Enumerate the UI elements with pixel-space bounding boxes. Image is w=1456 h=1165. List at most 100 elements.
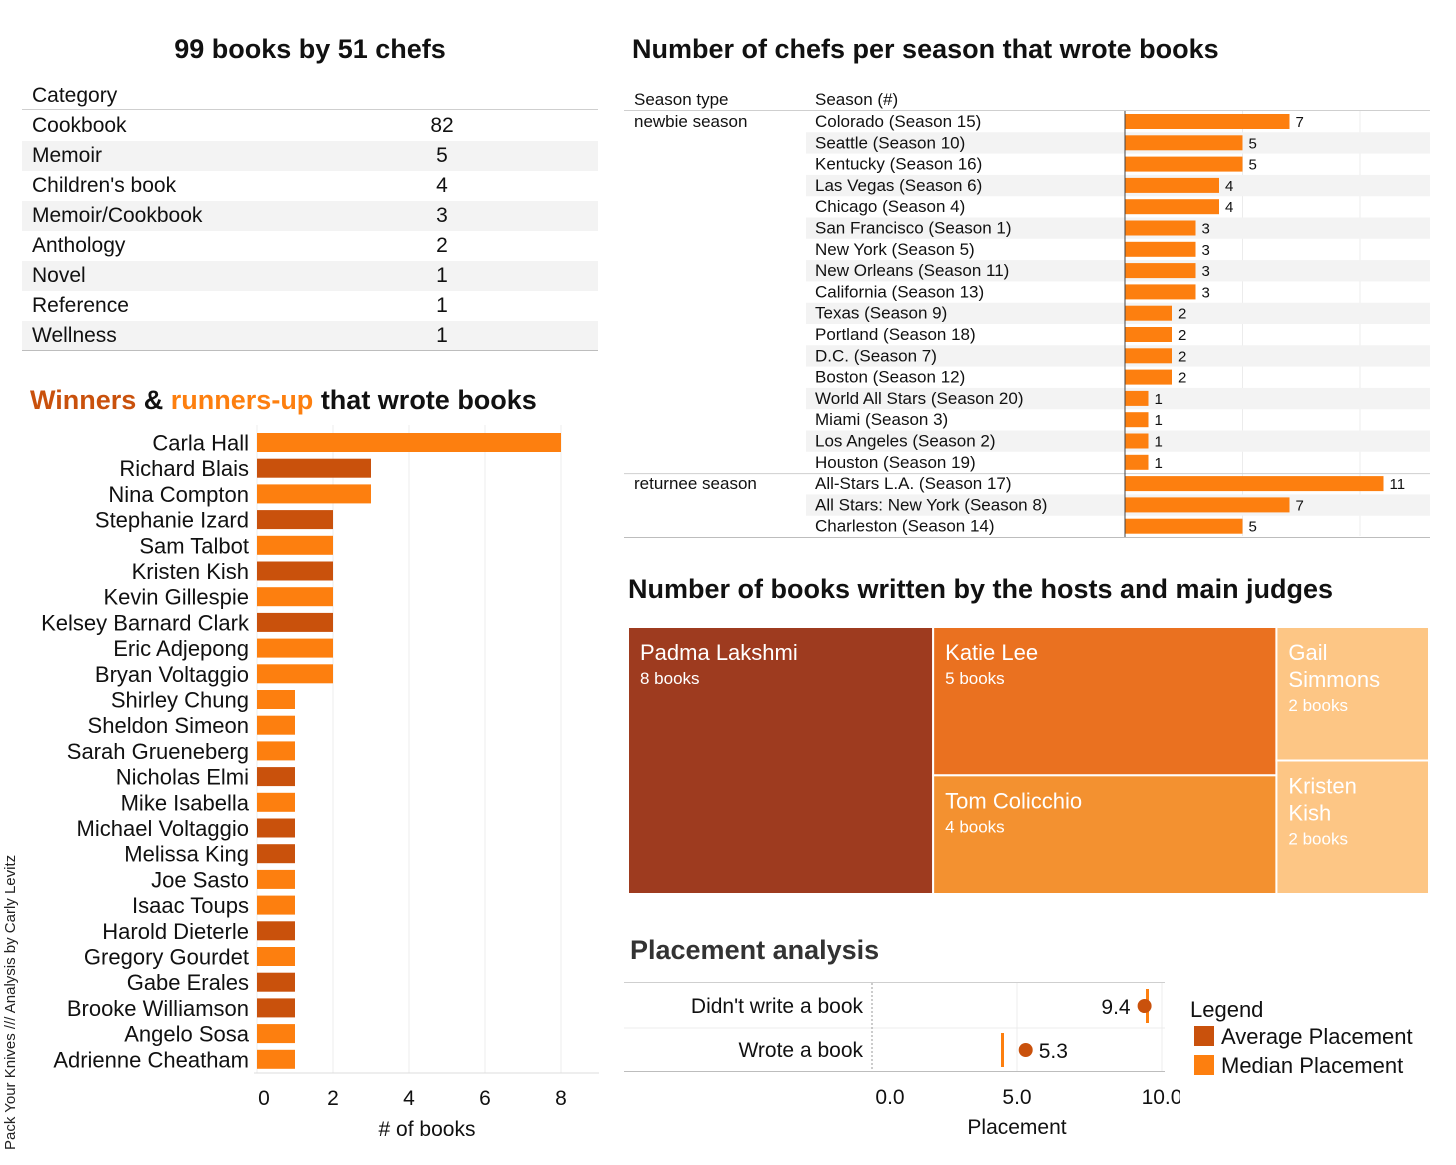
chef-name-label: Kevin Gillespie [103,585,249,610]
category-row: Reference 1 [22,291,598,321]
season-label: D.C. (Season 7) [815,346,937,365]
season-value-label: 2 [1178,327,1186,344]
row-stripe [806,430,1430,452]
average-value-label: 5.3 [1039,1040,1068,1063]
season-bar [1125,412,1149,428]
chef-name-label: Angelo Sosa [124,1022,250,1047]
bar-runner-up [257,664,333,684]
season-value-label: 2 [1178,348,1186,365]
placement-row-label: Wrote a book [738,1039,863,1062]
bar-winner [257,612,333,632]
season-bar [1125,433,1149,449]
chef-name-label: Shirley Chung [111,688,249,713]
average-dot [1018,1043,1033,1057]
chef-name-label: Kelsey Barnard Clark [41,610,250,635]
category-count: 5 [436,144,448,167]
season-bar [1125,390,1149,406]
season-bar [1125,518,1243,534]
legend-swatch [1194,1055,1214,1075]
average-dot [1137,999,1152,1013]
x-axis-title: # of books [379,1118,476,1141]
bar-runner-up [257,741,295,761]
chef-name-label: Joe Sasto [151,867,249,892]
chef-name-label: Mike Isabella [121,790,250,815]
x-tick-label: 2 [327,1087,339,1110]
season-header: Season (#) [815,90,898,109]
treemap-title: Number of books written by the hosts and… [628,574,1334,604]
chef-name-label: Gregory Gourdet [84,945,249,970]
seasons-bar-chart: Season type Season (#) newbie season Colora… [624,90,1430,538]
category-count: 3 [436,204,448,227]
row-stripe [806,302,1430,324]
treemap-name-label: Padma Lakshmi [640,640,798,665]
chef-name-label: Melissa King [124,842,249,867]
category-row: Cookbook 82 [22,111,598,141]
bar-runner-up [257,1049,295,1069]
chef-name-label: Stephanie Izard [95,508,249,533]
season-value-label: 1 [1155,455,1163,472]
category-label: Novel [32,264,86,287]
category-row: Anthology 2 [22,231,598,261]
season-value-label: 4 [1225,178,1233,195]
treemap-name-label: Gail [1288,640,1327,665]
treemap-name-label: Kristen [1288,774,1356,799]
season-type-label: newbie season [634,112,747,131]
treemap-name-label: Kish [1288,801,1331,826]
row-stripe [806,132,1430,154]
bar-winner [257,510,333,530]
chef-name-label: Nina Compton [108,482,249,507]
bar-runner-up [257,792,295,812]
category-label: Children's book [32,174,177,197]
category-label: Memoir [32,144,103,167]
bar-runner-up [257,587,333,607]
season-bar [1125,454,1149,470]
season-value-label: 4 [1225,199,1233,216]
categories-header-rule [22,109,598,110]
treemap-name-label: Simmons [1288,667,1380,692]
season-value-label: 7 [1296,114,1304,131]
season-label: Kentucky (Season 16) [815,155,982,174]
categories-bottom-rule [22,350,598,351]
bar-winner [257,844,295,864]
season-value-label: 1 [1155,434,1163,451]
season-label: Miami (Season 3) [815,410,948,429]
x-tick-label: 0.0 [875,1086,904,1109]
season-bar [1125,177,1219,193]
bar-runner-up [257,715,295,735]
categories-table: Cookbook 82 Memoir 5 Children's book 4 Memo… [22,111,598,351]
season-bar [1125,263,1196,279]
season-label: World All Stars (Season 20) [815,389,1024,408]
bar-winner [257,818,295,838]
bar-winner [257,921,295,941]
season-label: Boston (Season 12) [815,368,965,387]
season-label: Los Angeles (Season 2) [815,432,996,451]
category-count: 82 [430,114,454,137]
season-label: Colorado (Season 15) [815,112,981,131]
x-tick-label: 5.0 [1002,1086,1031,1109]
row-stripe [806,260,1430,282]
treemap-name-label: Katie Lee [945,640,1038,665]
chef-name-label: Nicholas Elmi [116,765,249,790]
bar-winner [257,998,295,1018]
season-bar [1125,348,1172,364]
category-row: Memoir/Cookbook 3 [22,201,598,231]
season-value-label: 11 [1390,476,1406,493]
season-label: All-Stars L.A. (Season 17) [815,474,1012,493]
x-tick-label: 10.0 [1142,1086,1180,1109]
season-bar [1125,284,1196,300]
season-value-label: 1 [1155,391,1163,408]
season-value-label: 2 [1178,306,1186,323]
treemap-count-label: 5 books [945,669,1005,688]
chef-name-label: Eric Adjepong [113,636,249,661]
season-label: Chicago (Season 4) [815,197,965,216]
season-bar [1125,156,1243,172]
bar-runner-up [257,690,295,709]
x-tick-label: 4 [403,1087,415,1110]
treemap-tile [1275,759,1429,894]
title-rest: that wrote books [313,385,537,415]
chef-name-label: Richard Blais [119,456,249,481]
category-label: Anthology [32,234,126,257]
treemap-count-label: 2 books [1288,696,1348,715]
treemap-count-label: 8 books [640,669,700,688]
